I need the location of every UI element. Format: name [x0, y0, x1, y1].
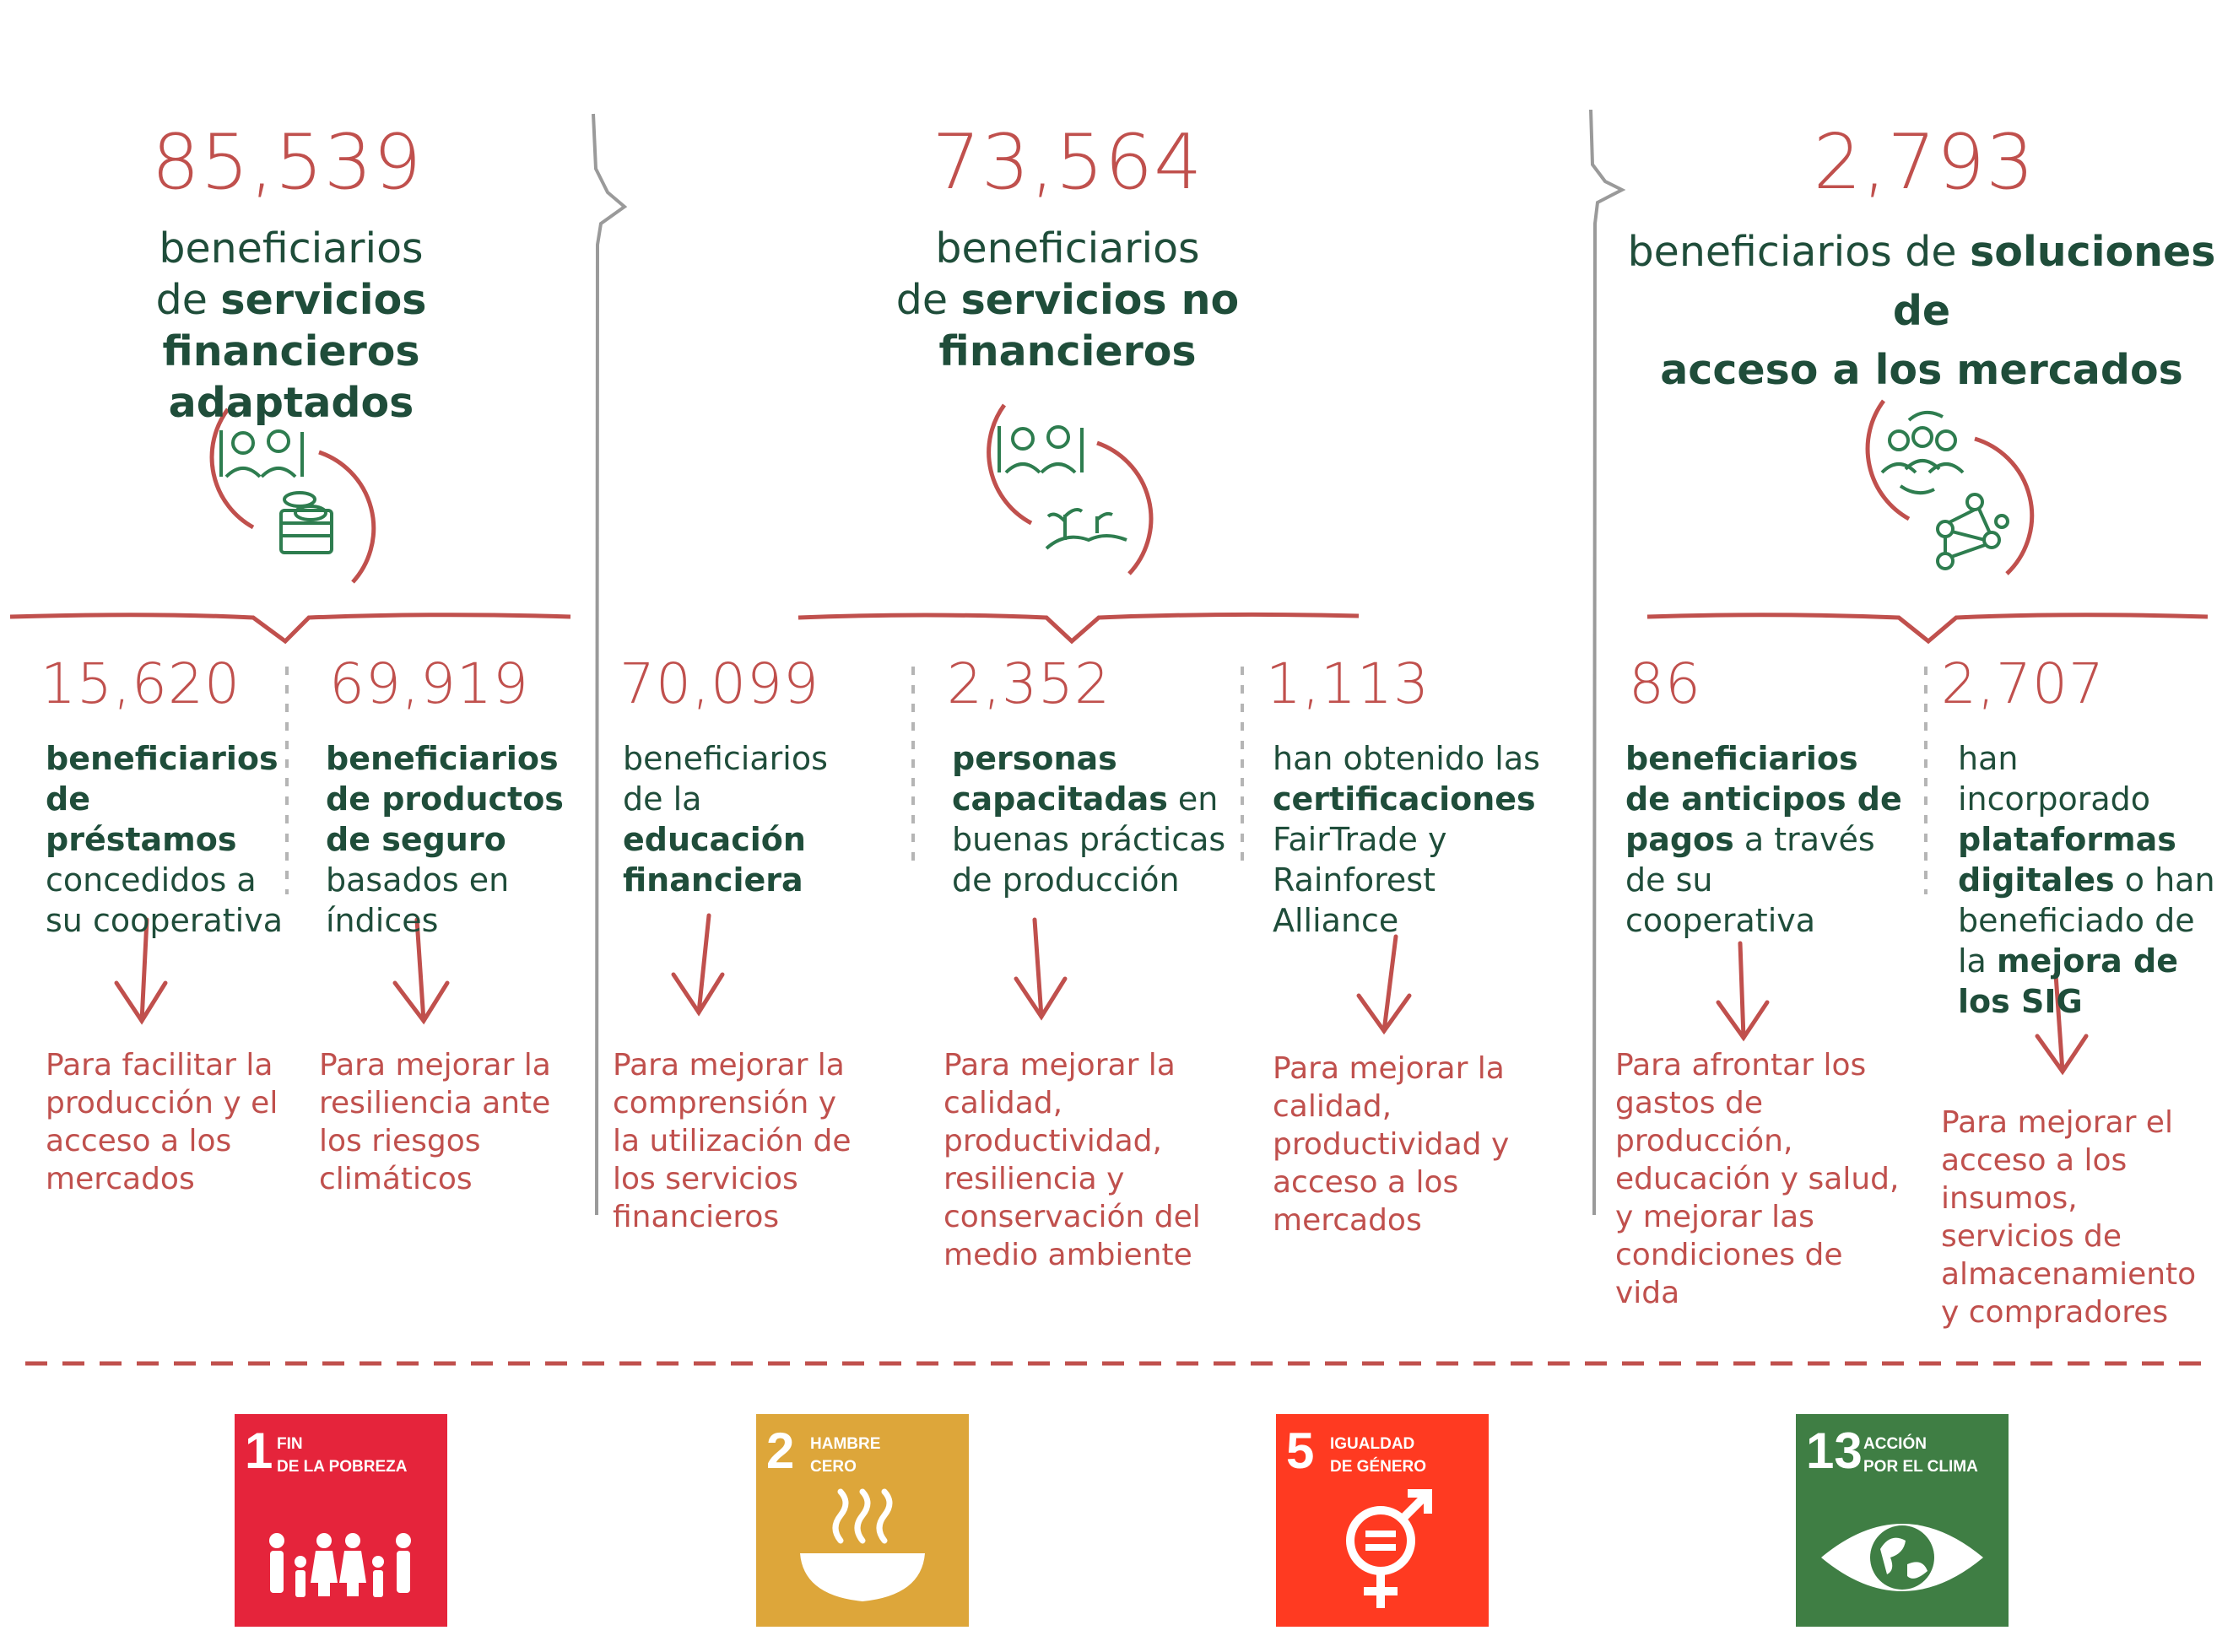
sub-purpose: Para mejorar el acceso a los insumos, se… — [1941, 1105, 2197, 1330]
sdg-tile-1: 1 Fin de la pobreza — [235, 1414, 447, 1627]
big-number: 73,564 — [932, 118, 1203, 207]
sdg-number: 1 — [245, 1423, 273, 1479]
horizontal-divider-2 — [798, 612, 1360, 645]
big-number: 2,793 — [1813, 118, 2036, 207]
arrow-down-icon — [1716, 941, 1770, 1042]
column-heading: beneficiarios de soluciones de acceso a … — [1627, 228, 2216, 394]
gender-equality-icon — [1346, 1489, 1432, 1608]
farmers-plants-icon — [987, 403, 1154, 575]
sub-number: 1,113 — [1266, 651, 1430, 716]
sdg-tile-5: 5 Igualdad de género — [1276, 1414, 1489, 1627]
sdg-tile-2: 2 Hambre cero — [756, 1414, 969, 1627]
sub-number: 86 — [1629, 651, 1701, 716]
arrow-down-icon — [1014, 917, 1068, 1021]
sub-purpose: Para afrontar los gastos de producción, … — [1615, 1048, 1900, 1310]
sub-description: personas capacitadas en buenas prácticas… — [952, 740, 1226, 899]
family-icon — [269, 1533, 411, 1597]
horizontal-divider-1 — [9, 613, 571, 645]
sub-purpose: Para facilitar la producción y el acceso… — [46, 1048, 278, 1196]
arrow-down-icon — [1356, 934, 1412, 1035]
big-number: 85,539 — [151, 118, 423, 207]
sub-description: han obtenido las certificaciones FairTra… — [1273, 740, 1540, 939]
sdg-tile-13: 13 Acción por el clima — [1796, 1414, 2009, 1627]
sub-number: 69,919 — [329, 651, 529, 716]
sub-purpose: Para mejorar la calidad, productividad y… — [1273, 1051, 1510, 1238]
farmers-coins-icon — [209, 408, 376, 584]
sub-number: 2,352 — [947, 651, 1111, 716]
vertical-separator-2 — [1589, 109, 1626, 1216]
sub-description: beneficiarios de productos de seguro bas… — [326, 740, 564, 939]
sdg-number: 13 — [1806, 1423, 1863, 1479]
sub-number: 70,099 — [619, 651, 819, 716]
bowl-icon — [800, 1488, 925, 1601]
sdg-label: Igualdad de género — [1330, 1435, 1427, 1476]
sub-number: 2,707 — [1941, 651, 2105, 716]
sub-purpose: Para mejorar la comprensión y la utiliza… — [613, 1048, 852, 1234]
arrow-down-icon — [114, 917, 168, 1025]
sdg-label: Fin de la pobreza — [277, 1435, 408, 1476]
sdg-number: 5 — [1286, 1423, 1315, 1479]
arrow-down-icon — [2035, 972, 2089, 1076]
arrow-down-icon — [392, 917, 450, 1025]
sub-description: beneficiarios de la educación financiera — [623, 740, 828, 899]
eye-globe-icon — [1821, 1524, 1983, 1591]
vertical-separator-1 — [592, 113, 628, 1216]
arrow-down-icon — [671, 913, 725, 1017]
column-heading: beneficiarios de servicios no financiero… — [895, 224, 1240, 375]
sub-description: beneficiarios de préstamos concedidos a … — [46, 740, 283, 939]
horizontal-divider-3 — [1646, 613, 2209, 645]
column-heading: beneficiarios de servicios financieros a… — [155, 224, 427, 427]
sub-purpose: Para mejorar la resiliencia ante los rie… — [319, 1048, 551, 1196]
sdg-label: Acción por el clima — [1863, 1435, 1978, 1476]
sub-number: 15,620 — [41, 651, 241, 716]
sub-description: han incorporado plataformas digitales o … — [1958, 740, 2215, 1020]
sdg-number: 2 — [766, 1423, 795, 1479]
sub-description: beneficiarios de anticipos de pagos a tr… — [1625, 740, 1902, 939]
sub-purpose: Para mejorar la calidad, productividad, … — [943, 1048, 1201, 1272]
farmers-network-icon — [1865, 399, 2035, 575]
sdg-label: Hambre cero — [810, 1435, 881, 1476]
